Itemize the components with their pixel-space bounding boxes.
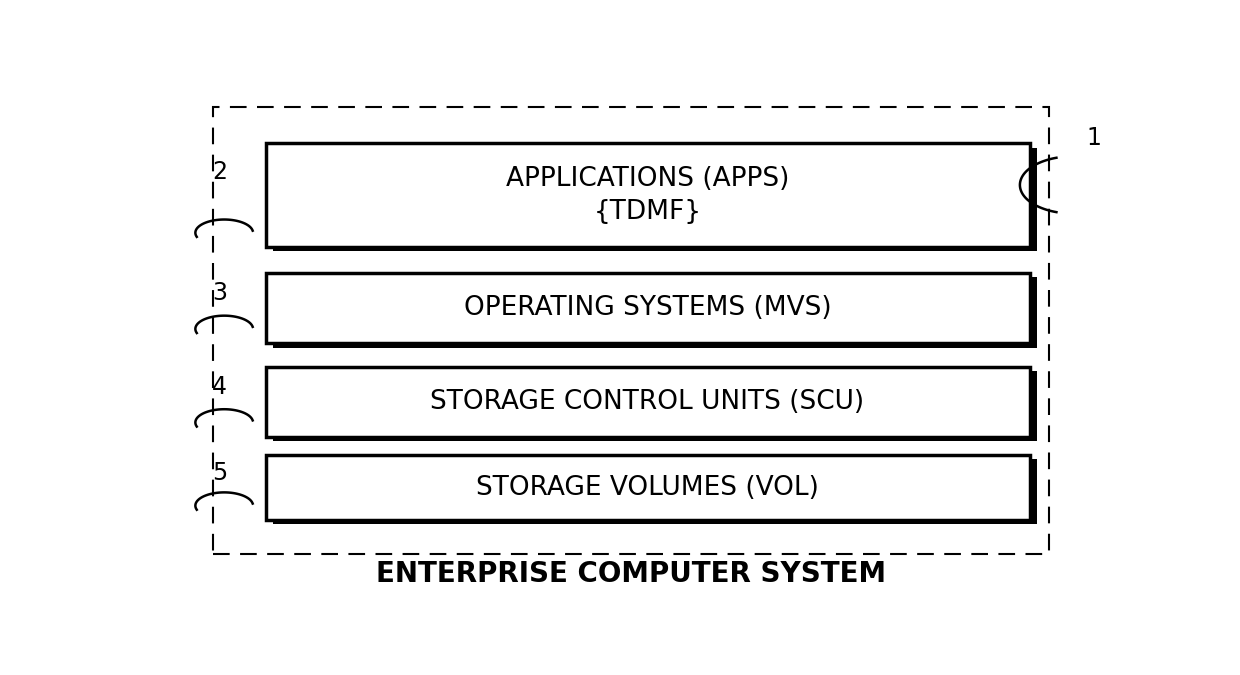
- Bar: [273, 371, 1037, 441]
- Text: STORAGE VOLUMES (VOL): STORAGE VOLUMES (VOL): [476, 475, 818, 501]
- Bar: [265, 273, 1029, 344]
- Text: APPLICATIONS (APPS): APPLICATIONS (APPS): [506, 166, 789, 192]
- Text: OPERATING SYSTEMS (MVS): OPERATING SYSTEMS (MVS): [464, 296, 831, 321]
- Bar: [265, 143, 1029, 247]
- Text: 4: 4: [212, 375, 227, 398]
- Bar: [273, 148, 1037, 252]
- Bar: [213, 107, 1049, 554]
- Text: ENTERPRISE COMPUTER SYSTEM: ENTERPRISE COMPUTER SYSTEM: [376, 560, 885, 588]
- Bar: [273, 460, 1037, 524]
- Text: 2: 2: [212, 161, 227, 184]
- Text: {TDMF}: {TDMF}: [594, 199, 702, 225]
- Text: 5: 5: [212, 462, 227, 485]
- Bar: [265, 367, 1029, 437]
- Bar: [273, 277, 1037, 348]
- Text: STORAGE CONTROL UNITS (SCU): STORAGE CONTROL UNITS (SCU): [430, 389, 864, 415]
- Bar: [265, 455, 1029, 520]
- Text: 3: 3: [212, 281, 227, 305]
- Text: 1: 1: [1086, 126, 1101, 150]
